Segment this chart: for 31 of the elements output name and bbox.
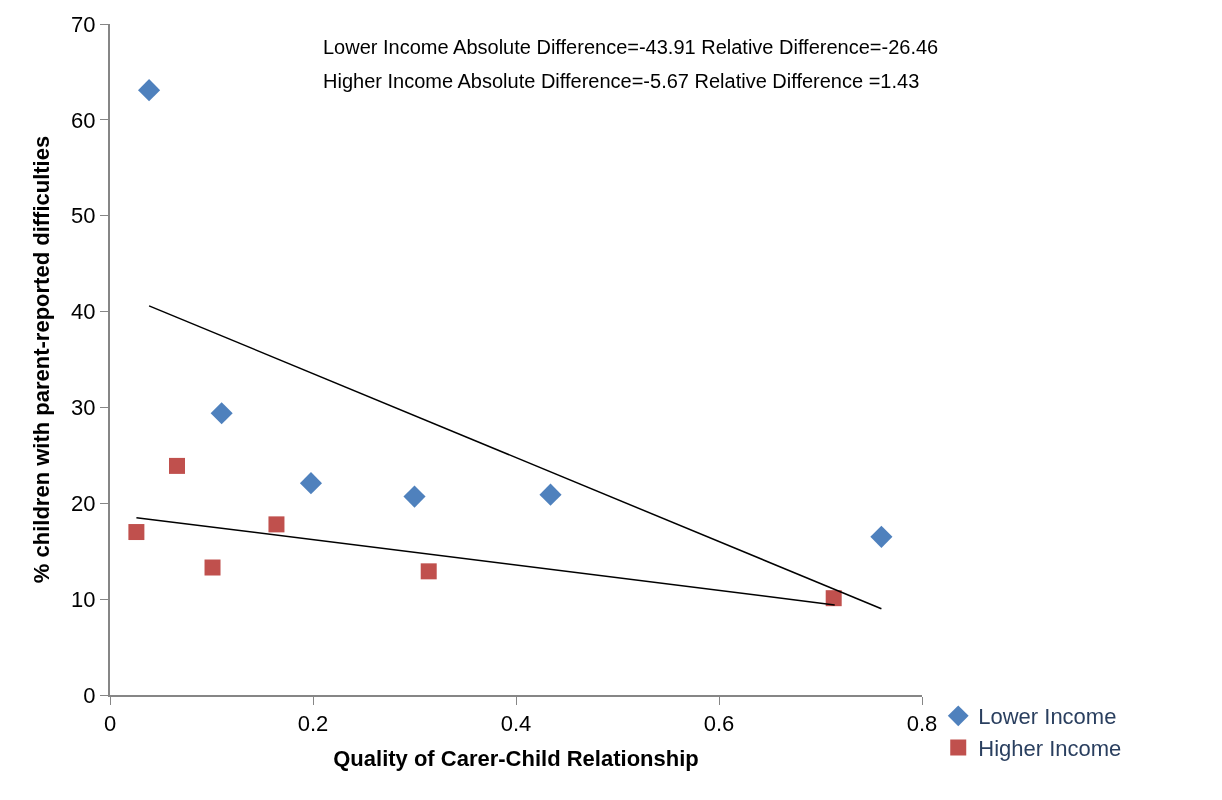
legend-label: Higher Income <box>978 735 1122 761</box>
y-tick-label: 40 <box>71 299 96 325</box>
legend-label: Lower Income <box>978 704 1117 730</box>
point <box>299 472 323 495</box>
point <box>138 79 161 102</box>
point <box>210 402 233 425</box>
y-tick-label: 60 <box>71 107 96 133</box>
point <box>128 524 145 541</box>
x-tick-label: 0.6 <box>703 711 735 737</box>
x-tick-label: 0.8 <box>906 711 938 737</box>
point <box>539 483 562 506</box>
y-tick-label: 0 <box>83 682 96 708</box>
point <box>825 590 842 607</box>
x-axis-title: Quality of Carer-Child Relationship <box>333 745 699 771</box>
annotation: Lower Income Absolute Difference=-43.91 Relative Difference=-26.46 <box>323 36 939 58</box>
y-tick-label: 70 <box>71 11 96 37</box>
y-tick-label: 20 <box>71 490 96 516</box>
x-tick-label: 0 <box>103 711 117 737</box>
y-tick-label: 30 <box>71 395 96 421</box>
y-axis-title: % children with parent-reported difficulties <box>29 135 55 584</box>
x-tick-label: 0.4 <box>500 711 532 737</box>
y-tick-label: 50 <box>71 203 96 229</box>
x-tick-label: 0.2 <box>297 711 329 737</box>
annotation: Higher Income Absolute Difference=-5.67 Relative Difference =1.43 <box>323 70 920 92</box>
y-tick-label: 10 <box>71 586 96 612</box>
point <box>168 457 185 474</box>
point <box>204 559 221 576</box>
point <box>268 516 285 533</box>
point <box>403 485 426 508</box>
point <box>420 563 437 580</box>
point <box>870 525 893 548</box>
